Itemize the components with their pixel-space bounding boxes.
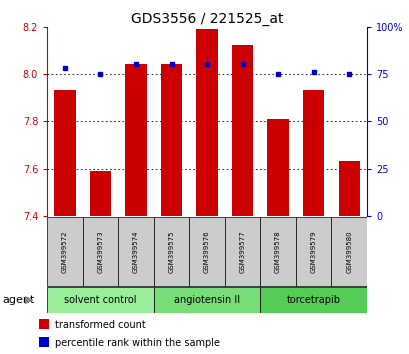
Text: GSM399575: GSM399575 xyxy=(168,230,174,273)
Bar xyxy=(153,287,260,313)
Text: angiotensin II: angiotensin II xyxy=(173,295,240,305)
Bar xyxy=(224,217,260,286)
Bar xyxy=(39,319,49,329)
Text: transformed count: transformed count xyxy=(55,320,146,330)
Bar xyxy=(47,287,153,313)
Bar xyxy=(39,337,49,347)
Text: GSM399577: GSM399577 xyxy=(239,230,245,273)
Bar xyxy=(125,64,146,216)
Text: solvent control: solvent control xyxy=(64,295,136,305)
Bar xyxy=(83,217,118,286)
Bar xyxy=(47,217,83,286)
Bar xyxy=(90,171,111,216)
Bar xyxy=(196,29,217,216)
Text: GSM399580: GSM399580 xyxy=(345,230,351,273)
Bar xyxy=(118,217,153,286)
Bar xyxy=(267,119,288,216)
Text: GSM399576: GSM399576 xyxy=(204,230,209,273)
Bar xyxy=(153,217,189,286)
Text: GSM399573: GSM399573 xyxy=(97,230,103,273)
Title: GDS3556 / 221525_at: GDS3556 / 221525_at xyxy=(130,12,283,25)
Text: GSM399578: GSM399578 xyxy=(274,230,281,273)
Bar xyxy=(54,91,75,216)
Bar xyxy=(260,287,366,313)
Text: ▶: ▶ xyxy=(25,295,34,305)
Bar xyxy=(189,217,224,286)
Bar xyxy=(338,161,359,216)
Bar xyxy=(330,217,366,286)
Text: GSM399574: GSM399574 xyxy=(133,230,139,273)
Bar xyxy=(231,46,253,216)
Text: GSM399572: GSM399572 xyxy=(62,230,68,273)
Text: GSM399579: GSM399579 xyxy=(310,230,316,273)
Bar xyxy=(160,64,182,216)
Text: torcetrapib: torcetrapib xyxy=(286,295,340,305)
Bar xyxy=(260,217,295,286)
Bar xyxy=(295,217,330,286)
Bar xyxy=(302,91,324,216)
Text: percentile rank within the sample: percentile rank within the sample xyxy=(55,338,220,348)
Text: agent: agent xyxy=(2,295,34,305)
